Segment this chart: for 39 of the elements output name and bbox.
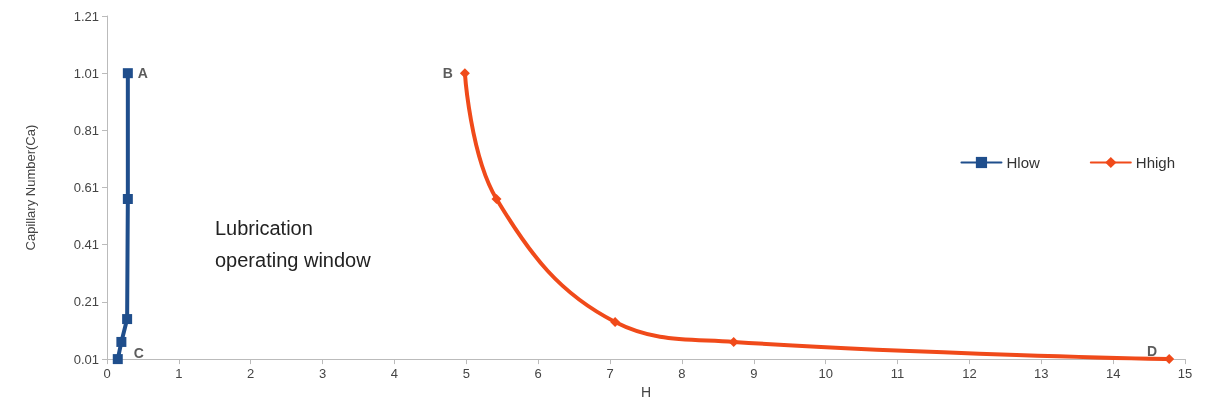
x-tick-label: 15 bbox=[1177, 366, 1193, 382]
point bbox=[116, 336, 127, 347]
annotation: C bbox=[133, 345, 144, 362]
point bbox=[122, 68, 133, 79]
x-axis-title: H bbox=[640, 384, 652, 400]
annotation: Lubrication operating window bbox=[215, 217, 372, 271]
y-tick-label: 1.01 bbox=[73, 65, 99, 81]
annotation: A bbox=[137, 65, 148, 82]
point bbox=[112, 354, 123, 365]
y-tick-label: 0.61 bbox=[73, 180, 99, 196]
annotation: D bbox=[1147, 343, 1158, 360]
y-axis-title: Capillary Number(Ca) bbox=[23, 124, 38, 251]
x-tick-label: 12 bbox=[962, 366, 977, 382]
y-tick-label: 1.21 bbox=[73, 8, 99, 24]
legend-label: Hlow bbox=[1006, 154, 1040, 171]
x-tick-label: 9 bbox=[750, 366, 758, 382]
y-tick-label: 0.41 bbox=[73, 237, 99, 253]
x-tick-label: 10 bbox=[818, 366, 833, 382]
point bbox=[491, 193, 502, 204]
annotation: B bbox=[442, 65, 453, 82]
y-tick-label: 0.81 bbox=[73, 122, 99, 138]
point bbox=[610, 316, 621, 327]
x-tick-label: 11 bbox=[890, 366, 905, 382]
x-tick-label: 3 bbox=[318, 366, 327, 382]
x-tick-label: 1 bbox=[175, 366, 183, 382]
x-tick-label: 5 bbox=[462, 366, 470, 382]
point bbox=[122, 314, 133, 325]
x-tick-label: 7 bbox=[606, 366, 614, 382]
x-tick-label: 6 bbox=[534, 366, 542, 382]
x-tick-label: 2 bbox=[247, 366, 255, 382]
x-tick-label: 8 bbox=[678, 366, 686, 382]
y-tick-label: 0.01 bbox=[73, 351, 99, 367]
y-tick-label: 0.21 bbox=[73, 294, 99, 310]
x-tick-label: 0 bbox=[103, 366, 111, 382]
x-tick-label: 13 bbox=[1034, 366, 1049, 382]
x-tick-label: 4 bbox=[390, 366, 399, 382]
point bbox=[122, 193, 133, 204]
legend-label: Hhigh bbox=[1135, 154, 1176, 171]
x-tick-label: 14 bbox=[1105, 366, 1121, 382]
